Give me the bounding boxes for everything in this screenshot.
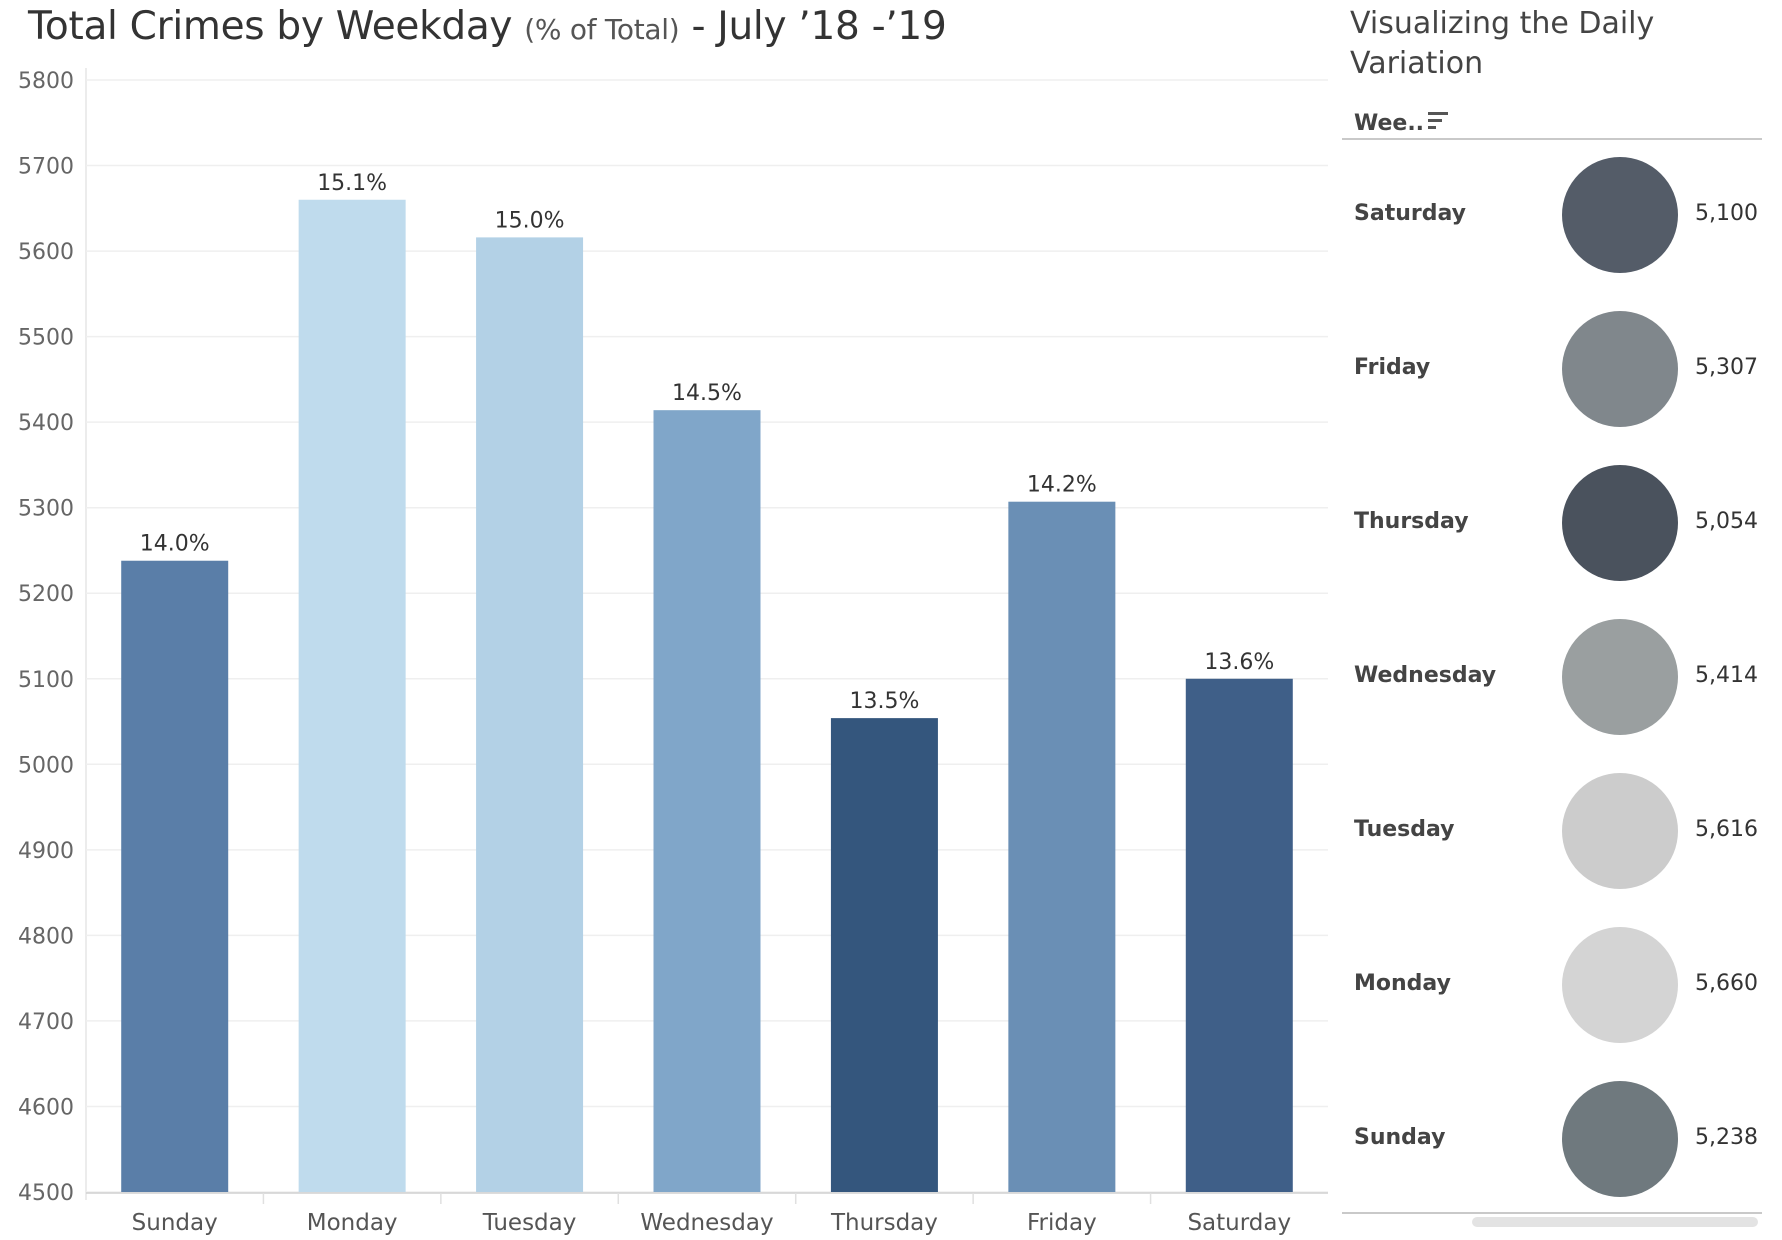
chart-title-main: Total Crimes by Weekday	[28, 4, 525, 49]
panel-title: Visualizing the Daily Variation	[1350, 6, 1655, 81]
weekday-circle-mark[interactable]	[1562, 311, 1678, 427]
weekday-count: 5,238	[1695, 1125, 1758, 1150]
y-tick-label: 5200	[18, 582, 74, 607]
weekday-count: 5,100	[1695, 201, 1758, 226]
bar-tuesday	[476, 237, 584, 1193]
y-tick-label: 4700	[18, 1010, 74, 1035]
data-label: 13.6%	[1204, 650, 1274, 675]
data-label: 14.2%	[1027, 473, 1097, 498]
y-tick-label: 4800	[18, 924, 74, 949]
chart-title: Total Crimes by Weekday (% of Total) - J…	[28, 4, 947, 49]
bar-thursday	[830, 718, 938, 1192]
panel-header: Wee..	[1342, 106, 1762, 140]
chart-title-period: - July ’18 -’19	[679, 4, 947, 49]
weekday-label: Saturday	[1354, 201, 1466, 226]
y-tick-label: 5700	[18, 155, 74, 180]
y-tick-label: 5000	[18, 753, 74, 778]
chart-title-subtitle: (% of Total)	[524, 13, 680, 46]
data-label: 14.0%	[140, 532, 210, 557]
y-tick-label: 5300	[18, 497, 74, 522]
weekday-circle-mark[interactable]	[1562, 927, 1678, 1043]
weekday-circle-mark[interactable]	[1562, 619, 1678, 735]
weekday-count: 5,054	[1695, 509, 1758, 534]
weekday-label: Tuesday	[1354, 817, 1455, 842]
x-tick-label: Tuesday	[482, 1210, 577, 1236]
y-tick-label: 5500	[18, 326, 74, 351]
weekday-column-header[interactable]: Wee..	[1354, 111, 1425, 136]
weekday-row-sunday[interactable]: Sunday 5,238	[1342, 1079, 1762, 1199]
weekday-row-thursday[interactable]: Thursday 5,054	[1342, 463, 1762, 583]
weekday-count: 5,616	[1695, 817, 1758, 842]
weekday-circle-mark[interactable]	[1562, 773, 1678, 889]
weekday-count: 5,660	[1695, 971, 1758, 996]
bar-friday	[1008, 501, 1116, 1193]
y-tick-label: 5100	[18, 668, 74, 693]
weekday-circle-mark[interactable]	[1562, 1081, 1678, 1197]
y-tick-label: 5400	[18, 411, 74, 436]
y-tick-label: 4900	[18, 839, 74, 864]
y-tick-label: 5800	[18, 69, 74, 94]
weekday-label: Wednesday	[1354, 663, 1497, 688]
data-label: 15.1%	[317, 171, 387, 196]
y-tick-label: 5600	[18, 240, 74, 265]
weekday-label: Friday	[1354, 355, 1431, 380]
bar-wednesday	[653, 410, 761, 1192]
weekday-row-tuesday[interactable]: Tuesday 5,616	[1342, 771, 1762, 891]
weekday-row-monday[interactable]: Monday 5,660	[1342, 925, 1762, 1045]
bar-sunday	[121, 560, 229, 1192]
horizontal-scrollbar[interactable]	[1472, 1217, 1758, 1227]
data-label: 15.0%	[495, 208, 565, 233]
bar-chart: 4500 4600 4700 4800 4900 5000 5100 5200 5300 5400…	[18, 68, 1328, 1236]
data-label: 13.5%	[849, 689, 919, 714]
x-tick-label: Sunday	[132, 1210, 218, 1236]
x-tick-label: Friday	[1027, 1210, 1097, 1236]
y-tick-label: 4600	[18, 1095, 74, 1120]
x-tick-label: Saturday	[1187, 1210, 1291, 1236]
weekday-count: 5,414	[1695, 663, 1758, 688]
weekday-label: Sunday	[1354, 1125, 1446, 1150]
panel-divider	[1342, 1212, 1762, 1214]
weekday-count: 5,307	[1695, 355, 1758, 380]
x-tick-label: Monday	[307, 1210, 398, 1236]
data-label: 14.5%	[672, 381, 742, 406]
x-tick-label: Wednesday	[640, 1210, 773, 1236]
weekday-row-friday[interactable]: Friday 5,307	[1342, 309, 1762, 429]
sort-descending-icon[interactable]	[1428, 112, 1448, 130]
weekday-row-wednesday[interactable]: Wednesday 5,414	[1342, 617, 1762, 737]
weekday-row-saturday[interactable]: Saturday 5,100	[1342, 155, 1762, 275]
weekday-circle-mark[interactable]	[1562, 465, 1678, 581]
weekday-circle-mark[interactable]	[1562, 157, 1678, 273]
y-tick-label: 4500	[18, 1181, 74, 1206]
weekday-label: Monday	[1354, 971, 1451, 996]
weekday-label: Thursday	[1354, 509, 1469, 534]
bar-saturday	[1185, 678, 1293, 1192]
x-tick-label: Thursday	[830, 1210, 938, 1236]
bar-monday	[298, 199, 406, 1192]
